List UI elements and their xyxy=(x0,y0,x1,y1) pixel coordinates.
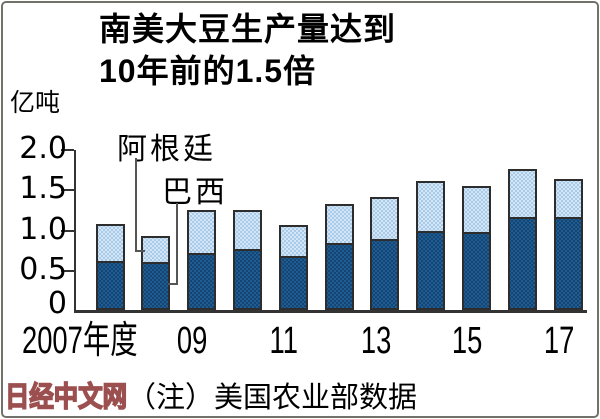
x-tick-label-13: 13 xyxy=(330,321,422,361)
x-tick-label-text: 17 xyxy=(543,320,575,362)
x-tick-label-text: 13 xyxy=(360,320,392,362)
segment-brazil-2015 xyxy=(463,233,489,308)
brazil-leader-line-horizontal xyxy=(168,283,178,285)
y-tick-2.0 xyxy=(61,149,74,151)
segment-brazil-2012 xyxy=(326,244,352,308)
y-tick-0.5 xyxy=(61,269,74,272)
x-tick-label-2007: 2007年度 xyxy=(22,321,183,361)
series-label-argentina: 阿根廷 xyxy=(117,133,216,166)
brazil-leader-line-vertical xyxy=(176,203,178,285)
segment-argentina-2013 xyxy=(372,199,398,241)
segment-brazil-2009 xyxy=(189,255,215,308)
series-label-brazil: 巴西 xyxy=(162,176,228,209)
bar-2010 xyxy=(232,210,262,310)
y-axis-line xyxy=(74,150,76,311)
x-axis-line xyxy=(74,310,587,313)
segment-brazil-2013 xyxy=(372,240,398,308)
segment-argentina-2011 xyxy=(280,226,306,258)
x-tick-label-text: 15 xyxy=(452,320,483,362)
y-tick-1.5 xyxy=(61,189,74,192)
segment-brazil-2016 xyxy=(509,219,535,308)
y-tick-label-0: 0 xyxy=(47,286,67,321)
chart-title-line2: 10年前的1.5倍 xyxy=(99,53,317,89)
watermark-text: 日经中文网 xyxy=(5,380,127,412)
x-tick-label-text: 11 xyxy=(269,320,299,362)
y-axis-unit-label: 亿吨 xyxy=(10,89,61,117)
bar-2017 xyxy=(553,178,583,310)
x-tick-label-text: 2007年度 xyxy=(22,320,138,362)
source-note: （注）美国农业部数据 xyxy=(127,382,418,414)
y-tick-1.0 xyxy=(61,229,74,232)
bar-2014 xyxy=(416,181,446,310)
segment-argentina-2007 xyxy=(97,225,123,263)
bar-2007 xyxy=(95,223,125,310)
bar-2012 xyxy=(324,203,354,310)
bar-2008 xyxy=(141,235,171,310)
segment-brazil-2011 xyxy=(280,257,306,308)
segment-brazil-2014 xyxy=(418,232,444,308)
segment-brazil-2008 xyxy=(143,263,169,308)
bar-2016 xyxy=(507,169,537,310)
segment-argentina-2017 xyxy=(555,180,581,220)
chart-title: 南美大豆生产量达到 10年前的1.5倍 xyxy=(99,8,396,92)
argentina-leader-line-vertical xyxy=(135,158,137,252)
bar-2013 xyxy=(370,197,400,310)
segment-brazil-2017 xyxy=(555,219,581,308)
x-tick-label-text: 09 xyxy=(177,320,208,362)
segment-argentina-2014 xyxy=(418,183,444,233)
site-watermark: 日经中文网 xyxy=(4,379,128,413)
x-tick-label-17: 17 xyxy=(513,321,600,361)
segment-brazil-2010 xyxy=(234,250,260,308)
y-tick-label-1.5: 1.5 xyxy=(19,171,67,207)
bar-2011 xyxy=(278,224,308,310)
y-tick-label-2.0: 2.0 xyxy=(19,131,67,166)
argentina-leader-line-horizontal xyxy=(135,250,145,252)
x-tick-label-15: 15 xyxy=(421,321,513,361)
chart-title-line1: 南美大豆生产量达到 xyxy=(99,11,397,47)
x-tick-label-09: 09 xyxy=(147,321,239,361)
segment-argentina-2012 xyxy=(326,205,352,245)
segment-argentina-2008 xyxy=(143,237,169,264)
segment-argentina-2016 xyxy=(509,171,535,220)
x-tick-label-11: 11 xyxy=(238,321,330,361)
bar-2015 xyxy=(461,186,491,310)
bar-2009 xyxy=(187,210,217,310)
segment-brazil-2007 xyxy=(97,262,123,308)
y-tick-label-1.0: 1.0 xyxy=(19,211,67,247)
segment-argentina-2010 xyxy=(234,212,260,251)
segment-argentina-2009 xyxy=(189,212,215,256)
segment-argentina-2015 xyxy=(463,188,489,234)
y-tick-label-0.5: 0.5 xyxy=(19,251,67,287)
